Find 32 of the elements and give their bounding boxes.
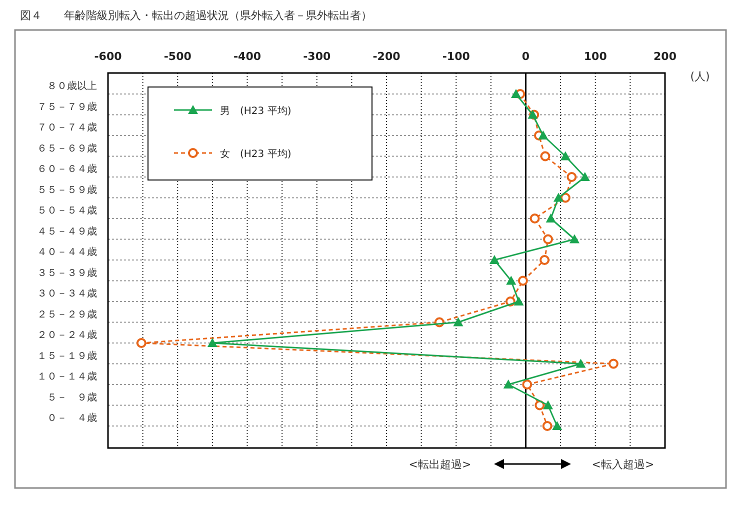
y-tick-label: １５－１９歳	[37, 350, 97, 362]
y-tick-label: ８０歳以上	[47, 80, 97, 92]
x-tick-label: 0	[522, 50, 530, 63]
x-tick-label: -100	[442, 50, 470, 63]
x-tick-label: -400	[233, 50, 262, 63]
text: <転入超過>	[592, 458, 654, 471]
text: (人)	[690, 70, 710, 83]
text: <転出超過>	[408, 458, 472, 471]
y-tick-label: ５－ ９歳	[47, 391, 97, 404]
y-tick-label: １０－１４歳	[37, 370, 97, 382]
x-tick-label: 100	[584, 50, 608, 63]
x-tick-label: -300	[303, 50, 331, 63]
y-tick-label: ５０－５４歳	[37, 204, 97, 216]
legend-label: 男 (H23 平均)	[220, 105, 292, 117]
x-tick-label: -500	[164, 50, 192, 63]
y-tick-label: ６５－６９歳	[37, 142, 97, 154]
y-tick-label: ４０－４４歳	[37, 246, 97, 258]
y-tick-label: ３０－３４歳	[37, 288, 97, 300]
x-tick-label: -600	[94, 50, 122, 63]
y-tick-label: ５５－５９歳	[37, 184, 97, 196]
y-tick-label: ７５－７９歳	[37, 100, 97, 113]
x-tick-label: 200	[654, 50, 677, 63]
y-tick-label: ７０－７４歳	[37, 122, 97, 134]
chart-title: 図４ 年齢階級別転入・転出の超過状況（県外転入者－県外転出者）	[20, 9, 372, 22]
y-tick-label: ６０－６４歳	[37, 163, 97, 175]
y-tick-label: ０－ ４歳	[47, 412, 97, 424]
x-tick-label: -200	[372, 50, 401, 63]
y-tick-label: ３５－３９歳	[37, 266, 97, 279]
y-tick-label: ２０－２４歳	[37, 329, 97, 341]
y-tick-label: ２５－２９歳	[37, 308, 97, 320]
legend-label: 女 (H23 平均)	[220, 148, 292, 160]
y-tick-label: ４５－４９歳	[37, 225, 97, 238]
